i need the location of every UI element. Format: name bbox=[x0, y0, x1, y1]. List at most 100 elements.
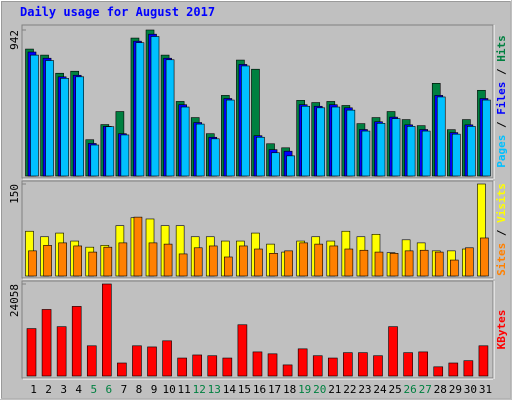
bar bbox=[388, 326, 398, 377]
bar bbox=[193, 247, 203, 277]
bar bbox=[177, 357, 187, 377]
x-tick-label: 26 bbox=[404, 383, 417, 396]
bar bbox=[404, 250, 414, 277]
bar bbox=[165, 59, 175, 177]
x-tick-label: 1 bbox=[30, 383, 37, 396]
bar bbox=[329, 245, 339, 277]
bar bbox=[406, 126, 416, 177]
legend-entry: Files bbox=[495, 82, 508, 115]
x-tick-label: 6 bbox=[106, 383, 113, 396]
bar bbox=[118, 242, 128, 277]
x-tick-label: 19 bbox=[298, 383, 311, 396]
bar bbox=[361, 130, 371, 177]
x-tick-label: 25 bbox=[388, 383, 401, 396]
x-tick-label: 12 bbox=[193, 383, 206, 396]
bar bbox=[180, 106, 190, 177]
x-tick-label: 17 bbox=[268, 383, 281, 396]
bar bbox=[28, 250, 37, 277]
bar bbox=[450, 259, 459, 277]
x-tick-label: 22 bbox=[343, 383, 356, 396]
bar bbox=[120, 134, 130, 177]
bar bbox=[299, 242, 308, 277]
bar bbox=[148, 242, 158, 277]
bar bbox=[208, 245, 218, 277]
bar bbox=[452, 133, 461, 177]
bar bbox=[135, 42, 145, 177]
legend-entry: Pages bbox=[495, 135, 508, 168]
bar bbox=[312, 355, 323, 377]
bar bbox=[103, 246, 113, 277]
bar bbox=[150, 36, 160, 177]
bar bbox=[163, 243, 173, 277]
bar bbox=[359, 249, 369, 277]
bar bbox=[418, 351, 428, 377]
bar bbox=[30, 54, 39, 177]
bar bbox=[73, 245, 82, 277]
bar bbox=[419, 249, 429, 277]
x-tick-label: 23 bbox=[358, 383, 371, 396]
legend: Sites / Visits bbox=[495, 183, 508, 276]
bar bbox=[343, 352, 353, 377]
bar bbox=[26, 328, 37, 377]
bar bbox=[178, 253, 188, 277]
bar bbox=[297, 348, 308, 377]
bar bbox=[467, 126, 476, 177]
bar bbox=[58, 242, 67, 277]
bar bbox=[192, 354, 203, 377]
x-tick-label: 13 bbox=[208, 383, 221, 396]
bar bbox=[316, 107, 326, 177]
bar bbox=[105, 126, 115, 177]
panel-frame bbox=[21, 180, 494, 279]
bar bbox=[284, 250, 293, 277]
legend-entry: KBytes bbox=[495, 310, 508, 350]
bar bbox=[433, 366, 444, 377]
bar bbox=[269, 253, 278, 277]
bar bbox=[301, 105, 310, 177]
bar bbox=[45, 60, 54, 177]
legend-separator: / bbox=[495, 62, 508, 82]
x-tick-label: 28 bbox=[434, 383, 447, 396]
bar bbox=[358, 352, 368, 377]
x-tick-label: 21 bbox=[328, 383, 341, 396]
bar bbox=[43, 245, 52, 277]
bar bbox=[195, 123, 205, 177]
bar bbox=[373, 355, 383, 377]
bar bbox=[271, 152, 280, 177]
bar bbox=[286, 155, 295, 177]
bar bbox=[226, 99, 235, 177]
bar bbox=[210, 138, 220, 177]
y-tick-label: 150 bbox=[8, 184, 21, 204]
bar bbox=[207, 355, 218, 377]
bar bbox=[314, 243, 324, 277]
bar bbox=[282, 364, 293, 377]
x-tick-label: 8 bbox=[136, 383, 143, 396]
legend-entry: Sites bbox=[495, 243, 508, 276]
legend-entry: Hits bbox=[495, 35, 508, 62]
bar bbox=[88, 251, 98, 277]
bar bbox=[421, 130, 431, 177]
x-tick-label: 5 bbox=[90, 383, 97, 396]
bar bbox=[147, 346, 157, 377]
bar bbox=[478, 345, 489, 377]
bar bbox=[374, 251, 384, 277]
bar bbox=[133, 216, 143, 277]
x-tick-label: 7 bbox=[121, 383, 128, 396]
x-tick-label: 18 bbox=[283, 383, 296, 396]
x-tick-label: 30 bbox=[464, 383, 477, 396]
chart-title: Daily usage for August 2017 bbox=[20, 5, 215, 19]
bar bbox=[90, 144, 100, 177]
bar bbox=[75, 76, 84, 177]
legend: KBytes bbox=[495, 310, 508, 350]
bar bbox=[86, 345, 97, 377]
bar bbox=[132, 345, 142, 377]
bar bbox=[465, 247, 474, 277]
x-tick-label: 16 bbox=[253, 383, 266, 396]
x-tick-label: 14 bbox=[223, 383, 237, 396]
bar bbox=[327, 357, 338, 377]
legend: Pages / Files / Hits bbox=[495, 35, 508, 168]
x-tick-label: 3 bbox=[60, 383, 67, 396]
bar bbox=[403, 352, 413, 377]
bar bbox=[344, 248, 354, 277]
bar bbox=[448, 362, 459, 377]
